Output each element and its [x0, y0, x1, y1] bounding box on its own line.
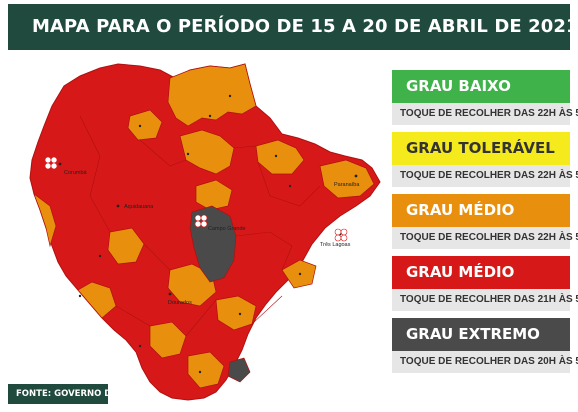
region-center-orange	[195, 179, 233, 211]
legend-level: GRAU TOLERÁVEL	[406, 139, 555, 157]
legend-curfew-text: TOQUE DE RECOLHER DAS 22H ÀS 5H	[400, 170, 578, 181]
legend-level: GRAU MÉDIO	[406, 201, 515, 219]
region-north-orange	[167, 63, 257, 127]
map-svg	[29, 63, 381, 401]
legend-curfew: TOQUE DE RECOLHER DAS 22H ÀS 5H	[392, 227, 578, 249]
legend-curfew: TOQUE DE RECOLHER DAS 22H ÀS 5H	[392, 165, 578, 187]
legend-curfew: TOQUE DE RECOLHER DAS 22H ÀS 5H	[392, 103, 578, 125]
legend-curfew: TOQUE DE RECOLHER DAS 20H ÀS 5H	[392, 351, 578, 373]
legend-curfew-text: TOQUE DE RECOLHER DAS 22H ÀS 5H	[400, 108, 578, 119]
highlight-markers	[44, 156, 348, 242]
internal-borders	[79, 115, 321, 337]
region-north-west-orange	[127, 109, 163, 141]
city-label-corumba: Corumbá	[64, 170, 87, 176]
legend-curfew-text: TOQUE DE RECOLHER DAS 21H ÀS 5H	[400, 294, 578, 305]
region-south-orange-4	[187, 351, 225, 389]
legend-item-extremo: GRAU EXTREMO TOQUE DE RECOLHER DAS 20H À…	[392, 318, 578, 373]
legend-band: GRAU EXTREMO	[392, 318, 570, 351]
legend-band: GRAU TOLERÁVEL	[392, 132, 570, 165]
region-east-orange	[319, 159, 375, 199]
header-banner: MAPA PARA O PERÍODO DE 15 A 20 DE ABRIL …	[8, 4, 578, 50]
region-northeast-orange	[255, 139, 305, 175]
region-center-north-orange	[179, 129, 235, 175]
legend-band: GRAU MÉDIO	[392, 194, 570, 227]
region-south-orange-1	[167, 263, 217, 307]
legend-item-toleravel: GRAU TOLERÁVEL TOQUE DE RECOLHER DAS 22H…	[392, 132, 578, 187]
source-badge: FONTE: GOVERNO DE MS	[8, 384, 135, 404]
city-label-paranaiba: Paranaíba	[334, 182, 360, 188]
corumba-marker	[44, 156, 58, 170]
legend-curfew-text: TOQUE DE RECOLHER DAS 22H ÀS 5H	[400, 232, 578, 243]
legend-band: GRAU BAIXO	[392, 70, 570, 103]
legend-level: GRAU BAIXO	[406, 77, 511, 95]
legend-item-baixo: GRAU BAIXO TOQUE DE RECOLHER DAS 22H ÀS …	[392, 70, 578, 125]
city-label-campo-grande: Campo Grande	[208, 226, 246, 232]
legend-item-medio-red: GRAU MÉDIO TOQUE DE RECOLHER DAS 21H ÀS …	[392, 256, 578, 311]
region-south-orange-3	[149, 321, 187, 359]
source-text: FONTE: GOVERNO DE MS	[16, 389, 135, 399]
legend-level: GRAU EXTREMO	[406, 325, 540, 343]
city-label-dourados: Dourados	[168, 300, 192, 306]
page-title: MAPA PARA O PERÍODO DE 15 A 20 DE ABRIL …	[32, 16, 578, 37]
city-label-aquidauana: Aquidauana	[124, 204, 154, 210]
tres-lagoas-marker	[334, 228, 348, 242]
legend-curfew-text: TOQUE DE RECOLHER DAS 20H ÀS 5H	[400, 356, 578, 367]
campo-grande-marker	[194, 214, 208, 228]
state-map: Corumbá Aquidauana Campo Grande Três Lag…	[20, 56, 392, 406]
region-west-center-orange	[107, 227, 145, 265]
region-west-orange	[33, 193, 57, 248]
region-south-gray	[227, 357, 251, 383]
city-label-tres-lagoas: Três Lagoas	[320, 242, 351, 248]
legend-level: GRAU MÉDIO	[406, 263, 515, 281]
legend-curfew: TOQUE DE RECOLHER DAS 21H ÀS 5H	[392, 289, 578, 311]
legend-band: GRAU MÉDIO	[392, 256, 570, 289]
legend-item-medio-orange: GRAU MÉDIO TOQUE DE RECOLHER DAS 22H ÀS …	[392, 194, 578, 249]
